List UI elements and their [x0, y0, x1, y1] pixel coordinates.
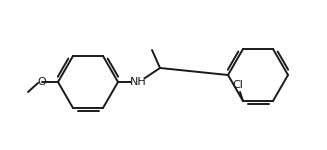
- Text: Cl: Cl: [232, 80, 243, 90]
- Text: NH: NH: [129, 77, 146, 87]
- Text: O: O: [38, 77, 46, 87]
